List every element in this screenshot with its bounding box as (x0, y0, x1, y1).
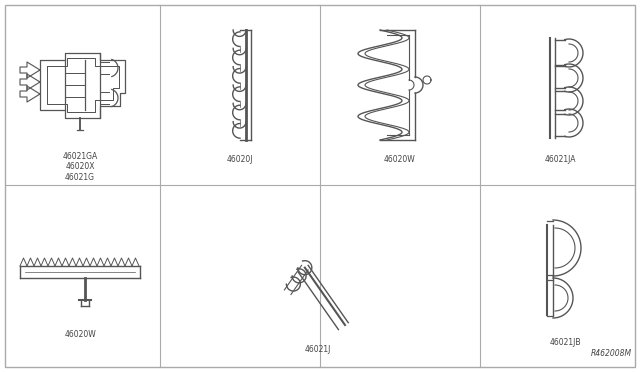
Text: R462008M: R462008M (591, 349, 632, 358)
Text: 46021GA
46020X
46021G: 46021GA 46020X 46021G (62, 152, 98, 182)
Text: 46021J: 46021J (305, 345, 331, 354)
Text: 46020W: 46020W (64, 330, 96, 339)
Text: 46021JA: 46021JA (544, 155, 576, 164)
Text: 46021JB: 46021JB (549, 338, 580, 347)
Text: 46020W: 46020W (384, 155, 416, 164)
Text: 46020J: 46020J (227, 155, 253, 164)
